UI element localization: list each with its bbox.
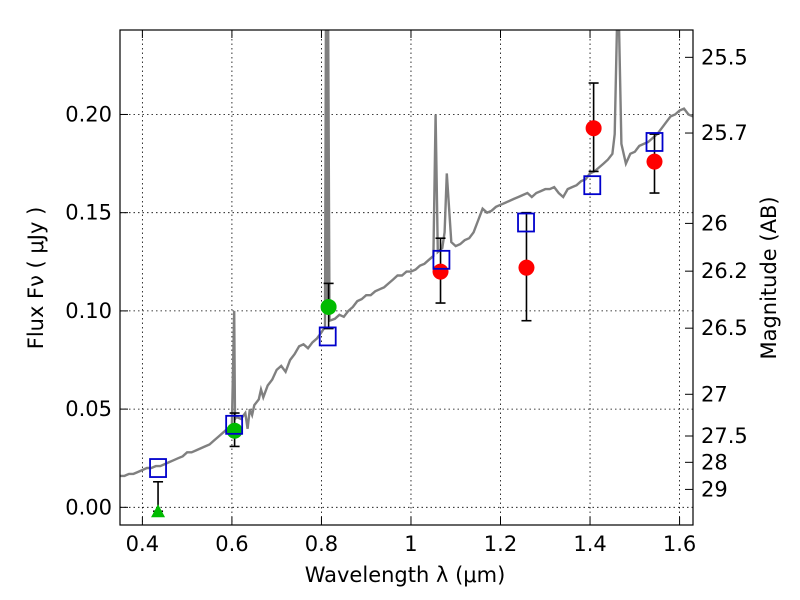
- observed-flux-marker: [518, 259, 535, 276]
- model-flux-marker: [583, 175, 602, 196]
- observed-upper-limit-marker: [151, 504, 166, 518]
- right-axis-ticks: 25.5 25.7 26 26.2 26.5 27 27.528 29: [685, 45, 748, 501]
- x-tick-label: 0.4: [126, 532, 159, 556]
- y-axis-title: Flux Fν ( μJy ): [24, 207, 48, 350]
- y-tick-label: 0.00: [65, 495, 112, 519]
- right-axis-title: Magnitude (AB): [757, 196, 781, 359]
- right-tick-label: 29: [701, 477, 728, 501]
- y-tick-label: 0.20: [65, 102, 112, 126]
- x-tick-label: 1: [404, 532, 417, 556]
- right-tick-label: 27: [701, 382, 728, 406]
- model-flux-marker: [149, 458, 167, 478]
- model-flux-marker: [645, 132, 664, 152]
- x-tick-label: 0.8: [305, 532, 338, 556]
- y-axis-ticks: 0.00 0.05 0.10 0.15 0.20: [65, 102, 128, 519]
- model-square-layer: [149, 132, 664, 478]
- model-flux-marker: [517, 212, 535, 233]
- x-axis-ticks: 0.4 0.6 0.8 1 1.2 1.4 1.6: [126, 30, 696, 556]
- model-flux-marker: [225, 414, 244, 435]
- observed-flux-marker: [646, 153, 663, 170]
- plot-frame: [119, 29, 694, 526]
- x-axis-title: Wavelength λ (μm): [305, 563, 506, 587]
- y-tick-label: 0.15: [65, 201, 112, 225]
- right-tick-label: 27.5: [701, 424, 748, 448]
- spectrum-line: [120, 30, 693, 478]
- spectrum-layer: [120, 30, 693, 478]
- x-tick-label: 1.2: [484, 532, 517, 556]
- right-tick-label: 25.5: [701, 45, 748, 69]
- observed-flux-marker: [320, 298, 337, 315]
- right-tick-label: 26.2: [701, 259, 748, 283]
- right-tick-label: 26.5: [701, 316, 748, 340]
- right-tick-label: 26: [701, 211, 728, 235]
- y-tick-label: 0.10: [65, 299, 112, 323]
- right-tick-label: 28: [701, 450, 728, 474]
- gridlines: [120, 30, 693, 525]
- observed-flux-marker: [432, 263, 449, 280]
- right-tick-label: 25.7: [701, 121, 748, 145]
- model-flux-marker: [318, 326, 337, 347]
- observed-flux-marker: [226, 422, 243, 439]
- x-tick-label: 1.4: [573, 532, 606, 556]
- model-flux-marker: [432, 249, 451, 270]
- x-tick-label: 1.6: [663, 532, 696, 556]
- y-tick-label: 0.05: [65, 397, 112, 421]
- x-tick-label: 0.6: [215, 532, 248, 556]
- errorbar-layer: [153, 82, 660, 513]
- observed-flux-marker: [585, 120, 602, 137]
